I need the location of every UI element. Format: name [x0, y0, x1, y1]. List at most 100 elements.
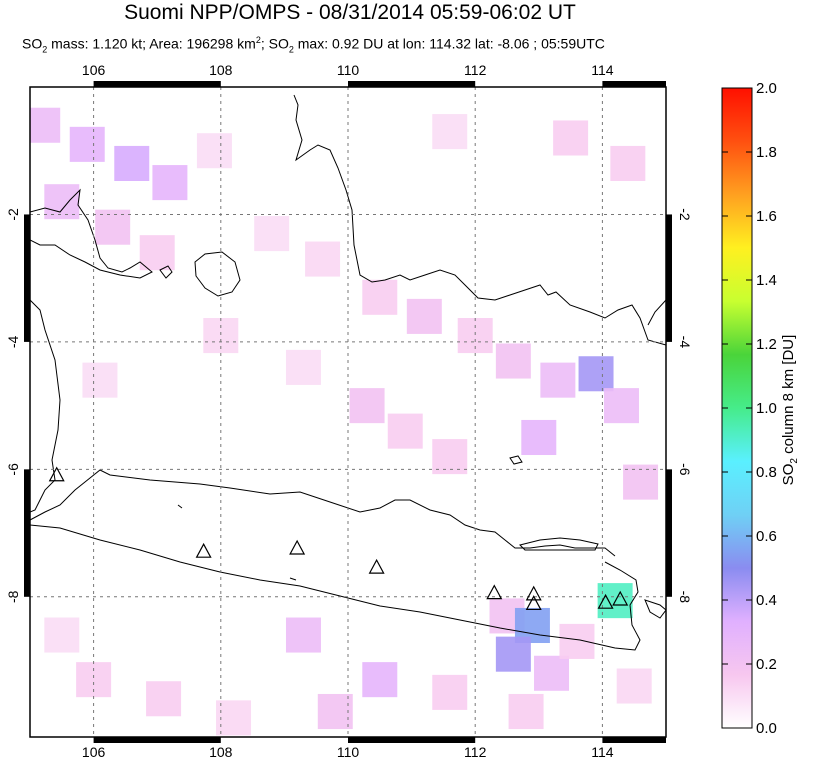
map-title: Suomi NPP/OMPS - 08/31/2014 05:59-06:02 …: [124, 1, 576, 24]
so2-cell: [362, 662, 398, 698]
so2-cell: [30, 107, 61, 143]
coastlines: [30, 94, 666, 651]
karimunjawa: [509, 455, 523, 465]
border-bar: [93, 737, 221, 743]
lon-tick-label: 106: [82, 62, 106, 78]
so2-cell: [616, 668, 652, 704]
so2-cell: [146, 681, 182, 717]
so2-cell: [540, 362, 576, 398]
java-north-coast: [30, 469, 616, 557]
volcano-icon: [525, 585, 542, 601]
volcano-icon: [525, 595, 542, 611]
border-bar: [93, 81, 221, 87]
border-bar: [348, 81, 476, 87]
colorbar-ticks: 2.0 1.8 1.6 1.4 1.2 1.0 0.8 0.6 0.4 0.2 0.0: [722, 80, 777, 737]
border-bar: [602, 81, 666, 87]
so2-cell: [216, 700, 252, 736]
border-bar: [602, 737, 666, 743]
so2-cell: [495, 343, 531, 379]
so2-cell: [387, 413, 423, 449]
madura-island: [519, 537, 599, 551]
volcano-icon: [368, 558, 385, 574]
so2-cell: [152, 165, 188, 201]
lat-tick-label: -8: [5, 590, 21, 603]
colorbar-label: SO2 column 8 km [DU]: [780, 334, 800, 486]
border-bar: [666, 214, 672, 342]
volcano-markers: [48, 466, 629, 611]
so2-cell: [362, 279, 398, 315]
map-border-bars: [24, 81, 672, 743]
so2-cell: [44, 617, 80, 653]
so2-cell: [349, 388, 385, 424]
lon-tick-label: 110: [337, 744, 360, 759]
lon-tick-label: 112: [464, 744, 487, 759]
map-panel: 106 106 108 108 110 110 112 112 114 114 -2 -2 -4 -4 -6…: [5, 62, 693, 759]
so2-cell: [317, 693, 353, 730]
lat-tick-label: -6: [5, 463, 21, 476]
so2-cell: [432, 114, 468, 150]
lon-tick-label: 106: [82, 744, 106, 759]
so2-cell: [114, 145, 150, 181]
sumatra-coast: [30, 188, 153, 279]
so2-cell: [432, 674, 468, 710]
so2-cell: [578, 356, 614, 392]
so2-cell: [69, 126, 105, 162]
so2-cell: [534, 655, 570, 691]
colorbar-tick-label: 1.2: [756, 336, 777, 353]
so2-cell: [553, 120, 589, 156]
lon-tick-label: 108: [209, 62, 233, 78]
border-bar: [666, 469, 672, 597]
colorbar-tick-label: 0.4: [756, 592, 777, 609]
axis-tick-labels: 106 106 108 108 110 110 112 112 114 114 -2 -2 -4 -4 -6…: [5, 62, 693, 759]
so2-cells: [30, 107, 659, 736]
lat-tick-label: -2: [5, 208, 21, 221]
colorbar-tick-label: 1.6: [756, 208, 777, 225]
volcano-icon: [612, 590, 629, 606]
lon-tick-label: 110: [337, 62, 360, 78]
so2-cell: [623, 464, 659, 500]
colorbar-tick-label: 2.0: [756, 80, 777, 97]
colorbar-tick-label: 0.2: [756, 656, 777, 673]
border-bar: [348, 737, 476, 743]
kalimantan-east-coast: [647, 299, 666, 326]
bangka-island: [194, 251, 241, 297]
so2-cell: [521, 419, 557, 456]
lon-tick-label: 114: [591, 62, 614, 78]
so2-cell: [432, 439, 468, 475]
lat-tick-label: -4: [677, 336, 693, 349]
lon-tick-label: 114: [591, 744, 614, 759]
so2-cell: [95, 209, 131, 245]
colorbar-tick-label: 1.0: [756, 400, 777, 417]
colorbar-tick-label: 0.6: [756, 528, 777, 545]
volcano-icon: [48, 466, 65, 482]
bali-island: [644, 599, 666, 619]
so2-cell: [610, 145, 646, 181]
map-subtitle: SO2 mass: 1.120 kt; Area: 196298 km2; SO…: [22, 35, 605, 55]
so2-cell: [285, 349, 321, 385]
thousand-islands: [177, 504, 297, 581]
colorbar: 2.0 1.8 1.6 1.4 1.2 1.0 0.8 0.6 0.4 0.2 0.0: [721, 80, 777, 737]
kalimantan-coast: [293, 94, 666, 346]
graticule: [30, 87, 666, 737]
volcano-icon: [195, 542, 212, 558]
sumatra-south-coast: [30, 299, 61, 513]
lat-tick-label: -6: [677, 463, 693, 476]
border-bar: [24, 214, 30, 342]
so2-cell: [196, 133, 232, 169]
lat-tick-label: -2: [677, 208, 693, 221]
java-south-coast: [30, 524, 641, 651]
so2-cell: [603, 388, 639, 424]
volcano-icon: [486, 584, 503, 600]
volcano-icon: [597, 593, 614, 609]
lat-tick-label: -8: [677, 591, 693, 604]
lon-tick-label: 108: [209, 744, 233, 759]
so2-cell: [559, 623, 595, 659]
volcano-icon: [289, 539, 306, 555]
colorbar-tick-label: 0.8: [756, 464, 777, 481]
so2-cell: [285, 617, 321, 653]
lon-tick-label: 112: [464, 62, 487, 78]
so2-cell: [495, 636, 531, 672]
belitung-island: [159, 265, 173, 279]
lat-tick-label: -4: [5, 335, 21, 348]
so2-cell: [254, 216, 290, 252]
